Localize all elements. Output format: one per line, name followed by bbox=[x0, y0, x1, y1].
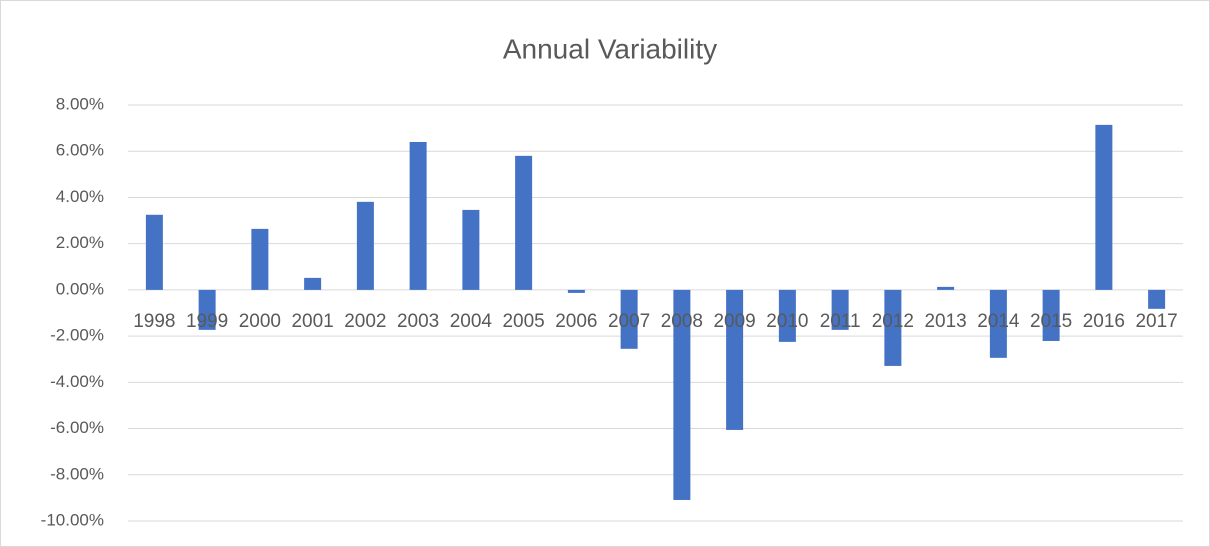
bar bbox=[778, 289, 796, 342]
bar bbox=[989, 289, 1007, 358]
x-tick-label: 1999 bbox=[186, 311, 228, 332]
bar bbox=[409, 141, 427, 290]
x-tick-label: 2001 bbox=[291, 311, 333, 332]
bar bbox=[1042, 289, 1060, 341]
y-tick-label: 8.00% bbox=[56, 94, 104, 113]
x-tick-label: 2002 bbox=[344, 311, 386, 332]
x-tick-label: 2014 bbox=[977, 311, 1020, 332]
bar bbox=[884, 289, 902, 366]
y-tick-label: 6.00% bbox=[56, 141, 104, 160]
bar bbox=[937, 286, 955, 290]
y-tick-label: 2.00% bbox=[56, 233, 104, 252]
bar bbox=[251, 228, 269, 290]
bar bbox=[304, 277, 322, 290]
bar bbox=[567, 289, 585, 293]
x-tick-label: 2015 bbox=[1030, 311, 1072, 332]
x-tick-label: 2008 bbox=[661, 311, 703, 332]
bar bbox=[831, 289, 849, 330]
chart-title: Annual Variability bbox=[503, 33, 717, 64]
bar bbox=[198, 289, 216, 330]
bar bbox=[1095, 124, 1113, 290]
y-tick-label: -8.00% bbox=[50, 464, 104, 483]
x-tick-label: 1998 bbox=[133, 311, 175, 332]
x-tick-label: 2009 bbox=[713, 311, 755, 332]
bar bbox=[515, 155, 533, 290]
y-tick-label: -10.00% bbox=[41, 510, 104, 529]
bar bbox=[726, 289, 744, 430]
x-tick-label: 2017 bbox=[1135, 311, 1177, 332]
x-tick-label: 2007 bbox=[608, 311, 650, 332]
x-tick-label: 2011 bbox=[820, 311, 861, 332]
bar bbox=[356, 201, 374, 290]
y-tick-label: -6.00% bbox=[50, 418, 104, 437]
x-tick-label: 2016 bbox=[1083, 311, 1125, 332]
bar bbox=[145, 214, 163, 290]
y-tick-label: 4.00% bbox=[56, 187, 104, 206]
x-tick-label: 2013 bbox=[924, 311, 966, 332]
x-tick-label: 2003 bbox=[397, 311, 439, 332]
bar bbox=[462, 209, 480, 290]
y-tick-label: -2.00% bbox=[50, 326, 104, 345]
y-tick-label: -4.00% bbox=[50, 372, 104, 391]
x-tick-label: 2005 bbox=[502, 311, 544, 332]
x-tick-label: 2012 bbox=[872, 311, 914, 332]
x-tick-label: 2000 bbox=[239, 311, 281, 332]
x-tick-label: 2006 bbox=[555, 311, 597, 332]
x-tick-label: 2010 bbox=[766, 311, 808, 332]
bar bbox=[1148, 289, 1166, 309]
x-tick-label: 2004 bbox=[450, 311, 493, 332]
bar bbox=[673, 289, 691, 500]
y-tick-label: 0.00% bbox=[56, 279, 104, 298]
bar bbox=[620, 289, 638, 349]
